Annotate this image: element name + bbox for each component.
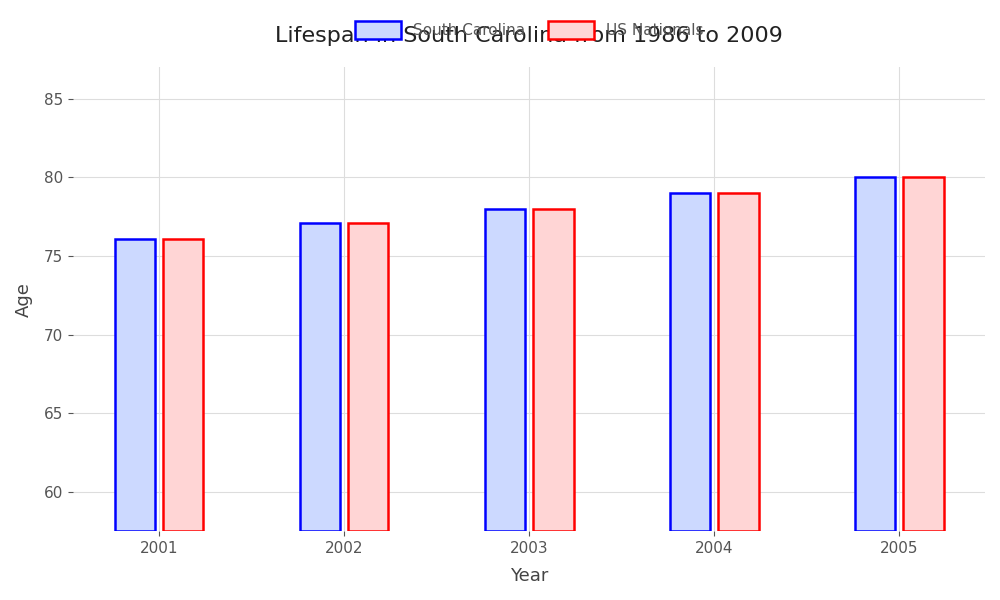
X-axis label: Year: Year <box>510 567 548 585</box>
Bar <box>300 223 340 531</box>
Bar <box>855 178 895 531</box>
Bar <box>163 239 203 531</box>
Bar <box>903 178 944 531</box>
Bar <box>670 193 710 531</box>
Bar <box>718 193 759 531</box>
Bar <box>533 209 574 531</box>
Bar <box>485 209 525 531</box>
Bar <box>348 223 388 531</box>
Bar <box>115 239 155 531</box>
Y-axis label: Age: Age <box>15 282 33 317</box>
Legend: South Carolina, US Nationals: South Carolina, US Nationals <box>349 15 710 44</box>
Title: Lifespan in South Carolina from 1986 to 2009: Lifespan in South Carolina from 1986 to … <box>275 26 783 46</box>
